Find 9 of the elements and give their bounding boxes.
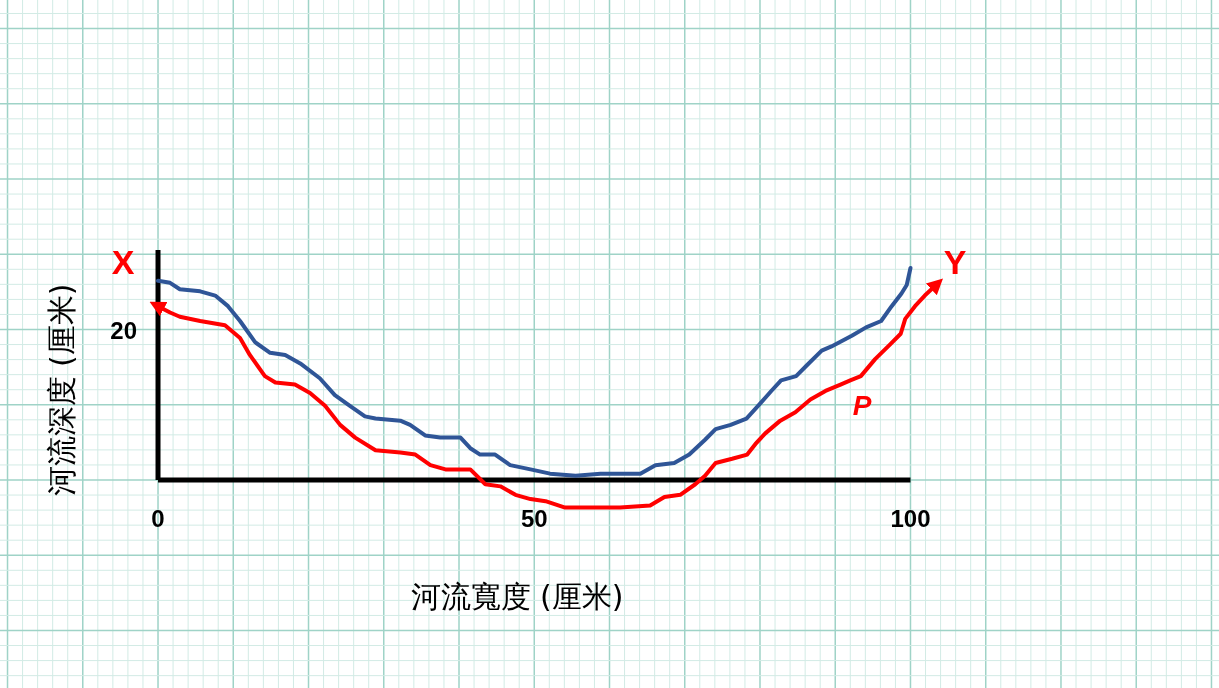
annotation: X	[111, 242, 135, 281]
y-axis-title: 河流深度 (厘米)	[44, 283, 79, 497]
x-axis-title: 河流寬度 (厘米)	[410, 579, 624, 614]
annotation: Y	[943, 242, 967, 281]
x-tick-label: 100	[890, 505, 931, 532]
x-tick-label: 0	[151, 505, 165, 532]
annotation: 20	[110, 317, 137, 345]
x-tick-label: 50	[520, 505, 548, 532]
annotation: P	[852, 389, 872, 421]
